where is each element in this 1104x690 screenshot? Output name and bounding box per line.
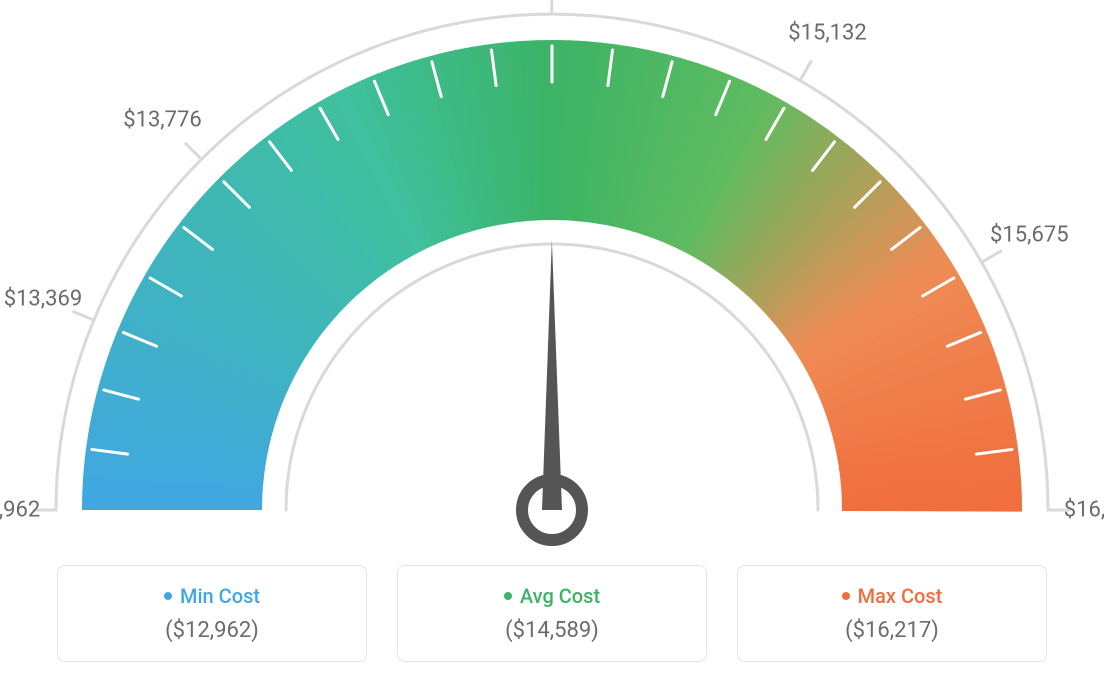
legend-card-avg: Avg Cost ($14,589) <box>397 565 707 662</box>
dot-icon <box>164 592 172 600</box>
legend-label: Max Cost <box>858 584 943 608</box>
major-tick <box>982 251 1001 262</box>
tick-label: $16,217 <box>1064 498 1104 523</box>
major-tick <box>73 312 93 320</box>
major-tick <box>186 144 202 160</box>
tick-label: $12,962 <box>0 498 40 523</box>
tick-label: $13,369 <box>4 287 83 312</box>
legend-title-min: Min Cost <box>164 584 260 608</box>
legend-label: Min Cost <box>180 584 260 608</box>
legend-value-avg: ($14,589) <box>418 618 686 643</box>
cost-gauge: $12,962$13,369$13,776$14,589$15,132$15,6… <box>0 0 1104 560</box>
legend-title-max: Max Cost <box>842 584 943 608</box>
tick-label: $15,132 <box>788 20 867 45</box>
major-tick <box>800 61 811 80</box>
legend-card-max: Max Cost ($16,217) <box>737 565 1047 662</box>
legend-card-min: Min Cost ($12,962) <box>57 565 367 662</box>
legend-value-min: ($12,962) <box>78 618 346 643</box>
legend-value-max: ($16,217) <box>758 618 1026 643</box>
dot-icon <box>504 592 512 600</box>
tick-label: $15,675 <box>990 222 1069 247</box>
gauge-svg <box>0 0 1104 560</box>
legend-label: Avg Cost <box>520 584 600 608</box>
legend-title-avg: Avg Cost <box>504 584 600 608</box>
tick-label: $13,776 <box>123 108 202 133</box>
legend-row: Min Cost ($12,962) Avg Cost ($14,589) Ma… <box>0 565 1104 662</box>
needle <box>542 240 562 510</box>
dot-icon <box>842 592 850 600</box>
